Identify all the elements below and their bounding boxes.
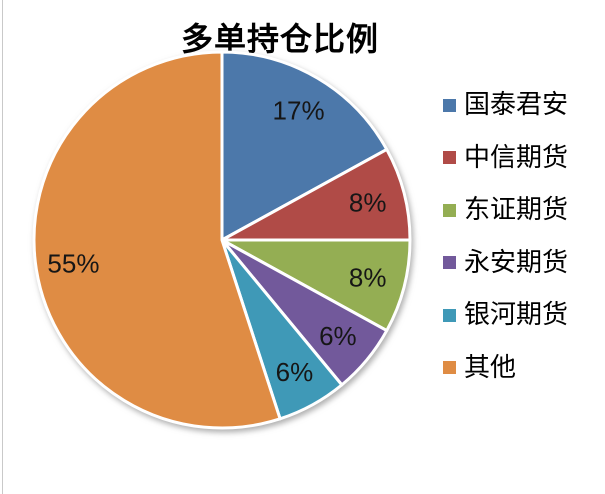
legend-swatch-icon <box>443 361 456 375</box>
legend-label: 银河期货 <box>464 300 569 330</box>
chart-left-border <box>2 0 3 494</box>
pie-slice-1[interactable] <box>220 147 412 242</box>
legend-item-2[interactable]: 东证期货 <box>443 184 568 237</box>
legend-swatch-icon <box>443 256 456 270</box>
legend-label: 国泰君安 <box>464 90 569 120</box>
legend-label: 其他 <box>464 352 517 382</box>
legend-item-1[interactable]: 中信期货 <box>443 132 568 185</box>
legend-swatch-icon <box>443 151 456 165</box>
data-label-0: 17% <box>273 96 325 126</box>
legend-label: 永安期货 <box>464 247 569 277</box>
legend-label: 中信期货 <box>464 142 569 172</box>
data-label-4: 6% <box>276 357 314 387</box>
legend-swatch-icon <box>443 98 456 112</box>
legend-label: 东证期货 <box>464 195 569 225</box>
data-label-3: 6% <box>319 321 357 351</box>
data-label-5: 55% <box>47 249 99 279</box>
data-label-2: 8% <box>349 262 387 292</box>
legend-swatch-icon <box>443 308 456 322</box>
legend-item-4[interactable]: 银河期货 <box>443 289 568 342</box>
pie-slice-0[interactable] <box>220 50 389 242</box>
legend-item-0[interactable]: 国泰君安 <box>443 79 568 132</box>
legend-swatch-icon <box>443 203 456 217</box>
pie-slice-5[interactable] <box>32 50 282 430</box>
pie-slice-2[interactable] <box>220 238 412 333</box>
data-label-1: 8% <box>349 188 387 218</box>
legend-item-3[interactable]: 永安期货 <box>443 237 568 290</box>
legend-item-5[interactable]: 其他 <box>443 342 568 395</box>
chart-legend: 国泰君安中信期货东证期货永安期货银河期货其他 <box>443 79 568 394</box>
